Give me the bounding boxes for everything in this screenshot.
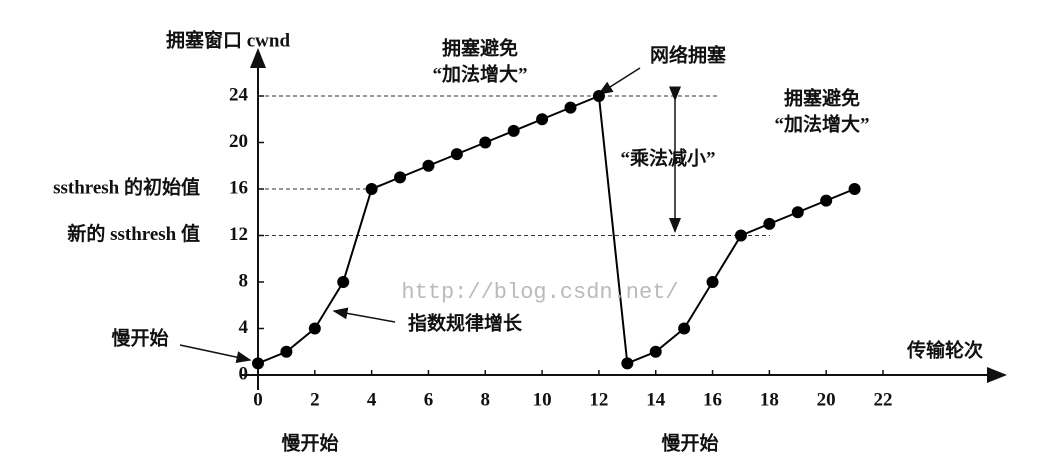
data-point: [706, 276, 719, 288]
x-tick-label: 6: [424, 389, 434, 410]
annotation: 拥塞避免: [784, 86, 860, 109]
data-point: [678, 322, 691, 335]
x-tick-label: 20: [817, 389, 836, 410]
data-point: [337, 276, 350, 288]
y-tick-label: 8: [239, 270, 249, 291]
arrow: [332, 307, 396, 323]
y-tick-label: 12: [229, 224, 248, 245]
data-point: [280, 345, 293, 358]
annotation: “加法增大”: [774, 112, 869, 135]
arrow: [179, 344, 252, 364]
reference-label: ssthresh 的初始值: [53, 175, 200, 198]
data-line: [257, 94, 855, 365]
data-point: [394, 171, 407, 184]
annotation: 慢开始: [661, 431, 718, 454]
data-point: [763, 217, 776, 230]
data-point: [848, 183, 861, 195]
reference-label: 新的 ssthresh 值: [67, 222, 200, 245]
y-tick-label: 24: [229, 84, 249, 105]
x-tick-label: 8: [481, 389, 491, 410]
x-tick-label: 14: [646, 389, 666, 410]
x-tick-label: 16: [703, 389, 722, 410]
annotation: 网络拥塞: [650, 43, 727, 66]
x-tick-label: 18: [760, 389, 779, 410]
x-axis-label: 传输轮次: [906, 338, 983, 361]
data-point: [450, 148, 463, 161]
annotation: 慢开始: [281, 431, 338, 454]
arrow: [597, 67, 641, 95]
data-point: [365, 183, 378, 195]
y-tick-label: 16: [229, 177, 248, 198]
data-point: [649, 345, 662, 358]
y-tick-label: 4: [239, 317, 249, 338]
annotation: “乘法减小”: [620, 146, 715, 169]
y-axis-label: 拥塞窗口 cwnd: [166, 28, 290, 51]
annotation: 拥塞避免: [442, 36, 518, 59]
data-point: [791, 206, 804, 219]
x-tick-label: 12: [589, 389, 608, 410]
watermark: http://blog.csdn.net/: [401, 280, 678, 305]
data-point: [422, 159, 435, 172]
annotation: 指数规律增长: [408, 311, 523, 334]
y-tick-label: 0: [239, 363, 249, 384]
data-point: [536, 113, 549, 126]
data-point: [479, 136, 492, 149]
data-point: [507, 124, 520, 137]
x-tick-label: 4: [367, 389, 377, 410]
data-point: [564, 101, 577, 114]
x-tick-label: 2: [310, 389, 320, 410]
x-tick-label: 10: [533, 389, 552, 410]
data-point: [734, 229, 747, 242]
annotation: 慢开始: [111, 326, 168, 349]
data-point: [308, 322, 321, 335]
data-point: [621, 357, 634, 370]
y-tick-label: 20: [229, 131, 248, 152]
annotation: “加法增大”: [432, 62, 527, 85]
x-tick-label: 0: [253, 389, 263, 410]
x-tick-label: 22: [874, 389, 893, 410]
data-point: [820, 194, 833, 207]
data-point: [592, 90, 605, 102]
data-point: [252, 357, 264, 370]
